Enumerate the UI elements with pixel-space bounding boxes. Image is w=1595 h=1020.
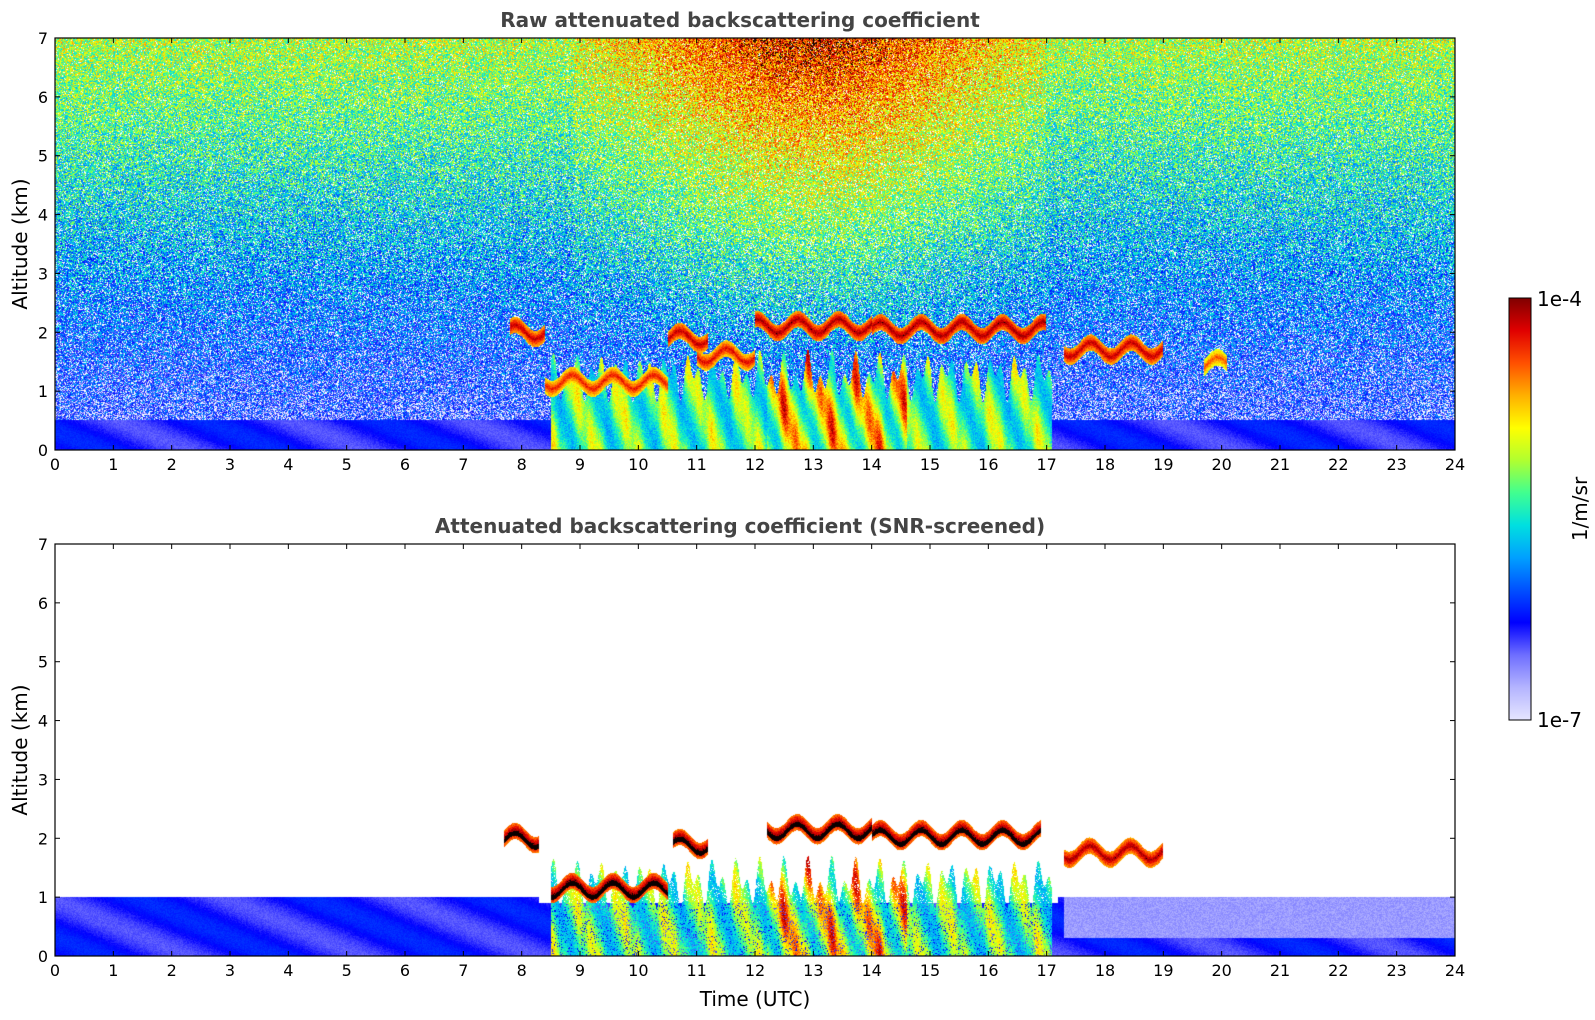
colorbar-min-label: 1e-7: [1537, 708, 1582, 732]
colorbar-gradient: [1508, 297, 1532, 721]
axes-raw: 0 1 2 3 4 5 6 7 8 9 10 11 12 13 14 15 16 17 18 19 20 21 22 23 24…: [38, 29, 1465, 474]
x-tick-label: 5: [342, 961, 352, 980]
chart-title-screened: Attenuated backscattering coefficient (S…: [435, 514, 1045, 538]
y-tick-label: 0: [38, 947, 48, 966]
y-tick-label: 4: [38, 712, 48, 731]
x-tick-label: 8: [517, 455, 527, 474]
y-tick-label: 6: [38, 88, 48, 107]
colorbar: 1e-4 1e-7 1/m/sr: [1508, 287, 1592, 732]
x-tick-label: 24: [1445, 961, 1465, 980]
x-tick-label: 19: [1153, 455, 1173, 474]
x-tick-label: 3: [225, 455, 235, 474]
x-tick-label: 12: [745, 961, 765, 980]
x-tick-label: 20: [1211, 961, 1231, 980]
y-tick-label: 3: [38, 264, 48, 283]
x-tick-label: 18: [1095, 455, 1115, 474]
y-tick-label: 5: [38, 147, 48, 166]
y-tick-label: 0: [38, 441, 48, 460]
x-tick-label: 7: [458, 961, 468, 980]
x-tick-label: 7: [458, 455, 468, 474]
x-tick-label: 11: [686, 961, 706, 980]
colorbar-unit-label: 1/m/sr: [1568, 476, 1592, 541]
y-tick-label: 3: [38, 770, 48, 789]
y-tick-label: 5: [38, 653, 48, 672]
x-tick-label: 2: [167, 455, 177, 474]
x-tick-label: 16: [978, 455, 998, 474]
x-tick-label: 2: [167, 961, 177, 980]
heatmap-raw-plot: [55, 38, 1455, 450]
x-tick-label: 3: [225, 961, 235, 980]
x-tick-label: 21: [1270, 455, 1290, 474]
x-tick-label: 10: [628, 455, 648, 474]
x-tick-label: 13: [803, 455, 823, 474]
y-tick-label: 1: [38, 888, 48, 907]
y-tick-label: 2: [38, 323, 48, 342]
x-tick-label: 8: [517, 961, 527, 980]
x-tick-label: 14: [861, 455, 881, 474]
y-tick-label: 1: [38, 382, 48, 401]
x-tick-label: 0: [50, 961, 60, 980]
x-tick-label: 6: [400, 455, 410, 474]
colorbar-max-label: 1e-4: [1537, 287, 1582, 311]
x-tick-label: 21: [1270, 961, 1290, 980]
xlabel-time: Time (UTC): [699, 987, 811, 1011]
x-tick-label: 15: [920, 455, 940, 474]
y-tick-label: 2: [38, 829, 48, 848]
x-tick-label: 16: [978, 961, 998, 980]
panel-screened: Attenuated backscattering coefficient (S…: [8, 514, 1465, 1011]
x-tick-label: 24: [1445, 455, 1465, 474]
y-tick-label: 7: [38, 535, 48, 554]
x-tick-label: 1: [108, 961, 118, 980]
x-tick-label: 12: [745, 455, 765, 474]
chart-title-raw: Raw attenuated backscattering coefficien…: [500, 8, 980, 32]
x-tick-label: 1: [108, 455, 118, 474]
x-tick-label: 23: [1386, 455, 1406, 474]
axes-screened: 0 1 2 3 4 5 6 7 8 9 10 11 12 13 14 15 16 17 18 19 20 21 22 23 24…: [38, 535, 1465, 980]
ylabel-raw: Altitude (km): [8, 178, 32, 309]
x-tick-label: 15: [920, 961, 940, 980]
panel-raw: Raw attenuated backscattering coefficien…: [8, 8, 1465, 474]
x-tick-label: 23: [1386, 961, 1406, 980]
y-tick-label: 7: [38, 29, 48, 48]
x-tick-label: 13: [803, 961, 823, 980]
x-tick-label: 14: [861, 961, 881, 980]
x-tick-label: 11: [686, 455, 706, 474]
x-tick-label: 17: [1036, 455, 1056, 474]
x-tick-label: 19: [1153, 961, 1173, 980]
x-tick-label: 4: [283, 961, 293, 980]
x-tick-label: 10: [628, 961, 648, 980]
x-tick-label: 22: [1328, 961, 1348, 980]
heatmap-screened-plot: [55, 544, 1455, 956]
x-tick-label: 9: [575, 961, 585, 980]
y-tick-label: 4: [38, 206, 48, 225]
x-tick-label: 20: [1211, 455, 1231, 474]
x-tick-label: 4: [283, 455, 293, 474]
x-tick-label: 0: [50, 455, 60, 474]
heatmap-raw-canvas: [55, 38, 1455, 450]
x-tick-label: 17: [1036, 961, 1056, 980]
y-tick-label: 6: [38, 594, 48, 613]
x-tick-label: 6: [400, 961, 410, 980]
x-tick-label: 5: [342, 455, 352, 474]
x-tick-label: 18: [1095, 961, 1115, 980]
x-tick-label: 9: [575, 455, 585, 474]
heatmap-screened-canvas: [55, 544, 1455, 956]
ylabel-screened: Altitude (km): [8, 684, 32, 815]
x-tick-label: 22: [1328, 455, 1348, 474]
